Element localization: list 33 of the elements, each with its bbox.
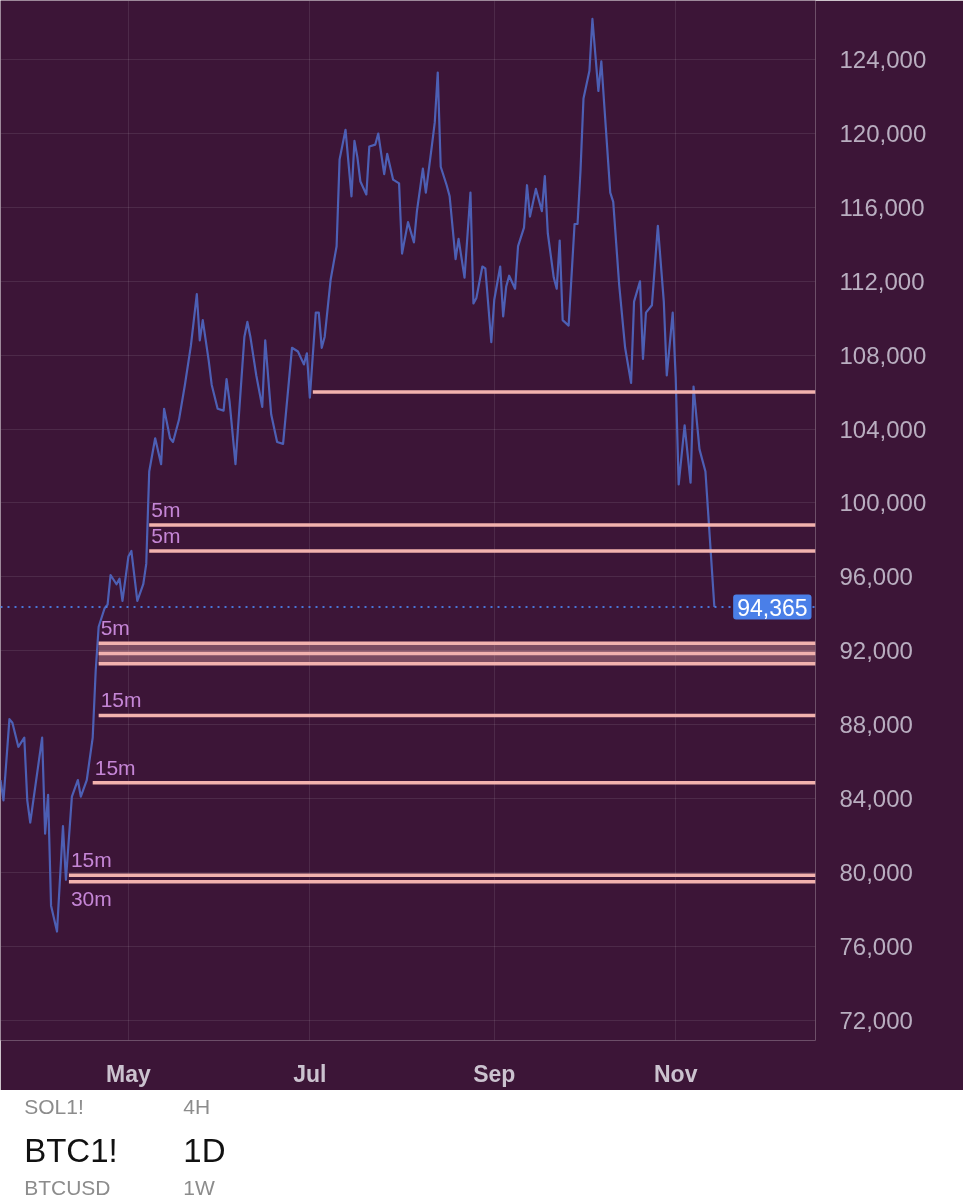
y-tick-label: 80,000 bbox=[839, 858, 913, 886]
x-tick-label: Sep bbox=[473, 1060, 516, 1087]
text: 4H bbox=[183, 1095, 211, 1118]
x-tick-label: Jul bbox=[293, 1060, 327, 1087]
y-tick-label: 76,000 bbox=[839, 932, 913, 960]
annotation: 30m bbox=[70, 886, 112, 910]
y-tick-label: 124,000 bbox=[839, 46, 927, 74]
x-tick-label: May bbox=[106, 1060, 151, 1087]
text: BTC1! bbox=[24, 1132, 118, 1169]
annotation: 15m bbox=[70, 848, 112, 872]
annotation: 5m bbox=[151, 498, 181, 522]
y-tick-label: 84,000 bbox=[839, 785, 913, 813]
annotation: 5m bbox=[151, 523, 181, 547]
y-tick-label: 104,000 bbox=[839, 415, 927, 443]
line-series bbox=[0, 17, 716, 933]
y-tick-label: 108,000 bbox=[839, 341, 927, 369]
y-tick-label: 120,000 bbox=[839, 120, 927, 147]
y-tick-label: 72,000 bbox=[839, 1006, 913, 1034]
annotation: 15m bbox=[100, 688, 142, 712]
text: 1D bbox=[183, 1132, 226, 1169]
y-tick-label: 96,000 bbox=[839, 563, 913, 591]
y-tick-label: 92,000 bbox=[839, 637, 913, 665]
y-tick-label: 116,000 bbox=[839, 193, 925, 221]
annotation: 5m bbox=[100, 616, 130, 640]
annotation: 15m bbox=[94, 755, 136, 779]
y-tick-label: 88,000 bbox=[839, 711, 913, 739]
y-tick-label: 112,000 bbox=[839, 267, 925, 295]
ref-line-label: 94,365 bbox=[737, 594, 808, 621]
y-tick-label: 100,000 bbox=[839, 489, 927, 517]
text: 1W bbox=[183, 1176, 215, 1199]
text: SOL1! bbox=[24, 1095, 84, 1118]
text: BTCUSD bbox=[24, 1176, 111, 1199]
x-tick-label: Nov bbox=[653, 1060, 698, 1087]
